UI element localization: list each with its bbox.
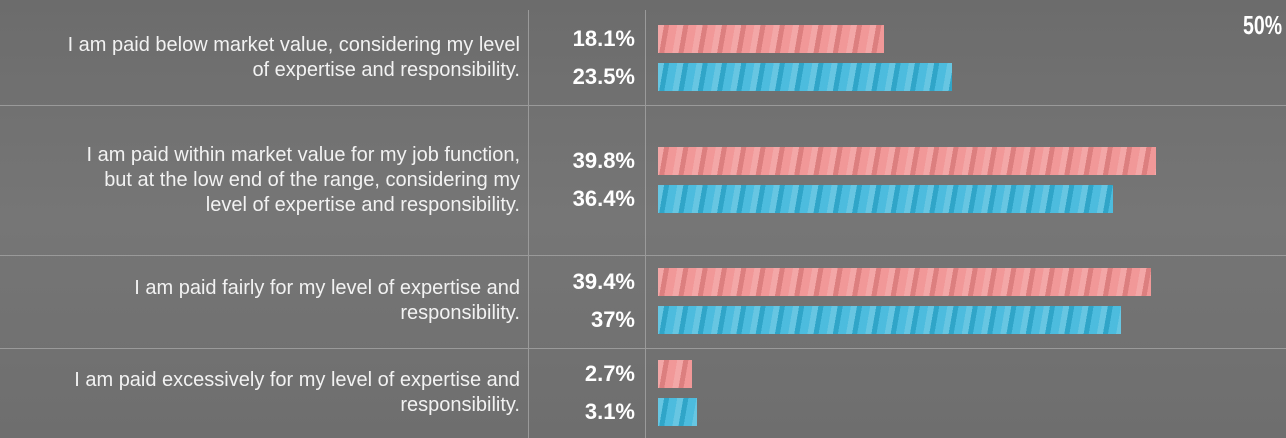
value-label: 2.7%	[584, 361, 635, 386]
divider	[645, 10, 646, 438]
bar	[658, 360, 692, 388]
bar	[658, 306, 1121, 334]
bar	[658, 398, 697, 426]
category-label: I am paid fairly for my level of experti…	[134, 277, 520, 324]
bar	[658, 25, 885, 53]
bar	[658, 63, 952, 91]
category-label: I am paid within market value for my job…	[86, 143, 520, 216]
value-label: 18.1%	[572, 26, 635, 51]
category-label: I am paid excessively for my level of ex…	[74, 369, 520, 416]
row-separator	[0, 348, 1286, 349]
x-tick-label: 50%	[1242, 10, 1282, 40]
value-label: 36.4%	[572, 186, 635, 211]
value-label: 39.8%	[572, 148, 635, 173]
divider	[528, 10, 529, 438]
value-label: 23.5%	[572, 64, 635, 89]
bar	[658, 147, 1156, 175]
category-label: I am paid below market value, considerin…	[67, 34, 520, 81]
value-label: 37%	[590, 307, 635, 332]
row-separator	[0, 105, 1286, 106]
bar	[658, 268, 1151, 296]
value-label: 39.4%	[572, 269, 635, 294]
bar	[658, 185, 1113, 213]
value-label: 3.1%	[584, 399, 635, 424]
row-separator	[0, 255, 1286, 256]
